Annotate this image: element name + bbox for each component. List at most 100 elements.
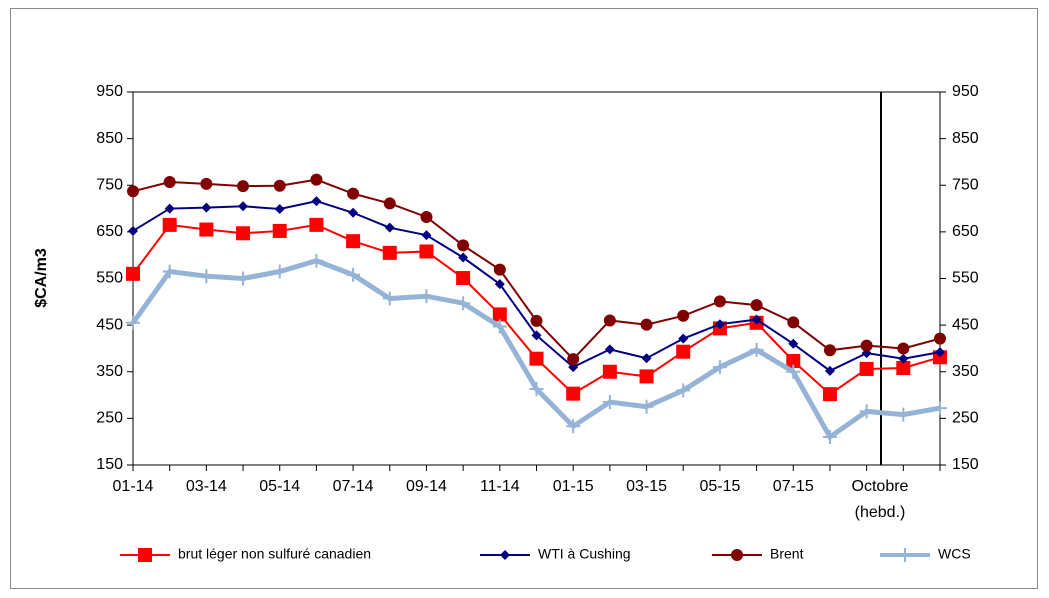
marker	[126, 315, 140, 330]
marker	[138, 548, 152, 562]
marker	[419, 244, 434, 259]
marker	[603, 314, 616, 327]
marker	[126, 266, 140, 281]
marker	[500, 550, 510, 560]
marker	[567, 353, 580, 366]
marker	[787, 316, 800, 329]
x-tick-label: 05-15	[699, 478, 740, 495]
marker	[346, 267, 361, 282]
marker	[602, 364, 617, 379]
marker	[566, 386, 581, 401]
marker	[492, 307, 507, 322]
marker	[934, 332, 946, 345]
x-tick-label: 01-15	[553, 478, 594, 495]
marker	[457, 239, 470, 252]
marker	[162, 264, 177, 279]
marker	[676, 383, 691, 398]
marker	[237, 180, 250, 193]
marker	[896, 407, 911, 422]
series-line	[130, 258, 941, 441]
y-axis-title: $CA/m3	[33, 248, 50, 308]
series-line	[132, 200, 941, 372]
marker	[788, 338, 799, 349]
x-tick-label: 03-14	[186, 478, 227, 495]
marker	[309, 217, 324, 232]
x-tick-label: 01-14	[113, 478, 154, 495]
marker	[310, 173, 323, 186]
marker	[731, 549, 743, 561]
y-tick-label: 450	[96, 316, 123, 333]
y-tick-label: 650	[96, 223, 123, 240]
marker	[163, 175, 176, 188]
marker	[236, 226, 251, 241]
marker	[749, 342, 764, 357]
y-tick-label: 150	[96, 456, 123, 473]
marker	[529, 351, 544, 366]
y-tick-label: 750	[96, 176, 123, 193]
marker	[384, 222, 395, 233]
marker	[236, 271, 251, 286]
marker	[639, 399, 654, 414]
marker	[382, 245, 397, 260]
marker	[712, 360, 727, 375]
y2-tick-label: 150	[952, 456, 979, 473]
x-tick-label: 09-14	[406, 478, 447, 495]
marker	[750, 299, 763, 312]
marker	[822, 387, 837, 402]
series-line	[132, 223, 941, 396]
marker	[272, 223, 287, 238]
marker	[824, 365, 835, 376]
marker	[238, 201, 249, 212]
weekly-label: Octobre	[852, 478, 909, 495]
marker	[935, 347, 945, 358]
marker	[383, 197, 396, 210]
marker	[346, 234, 361, 249]
y2-tick-label: 350	[952, 363, 979, 380]
marker	[311, 196, 322, 207]
series	[126, 253, 947, 445]
y2-tick-label: 650	[952, 223, 979, 240]
x-tick-label: 03-15	[626, 478, 667, 495]
marker	[456, 271, 471, 286]
marker	[676, 344, 691, 359]
marker	[896, 361, 911, 376]
y2-tick-label: 850	[952, 130, 979, 147]
marker	[458, 252, 469, 263]
marker	[859, 361, 874, 376]
y2-tick-label: 950	[952, 83, 979, 100]
marker	[677, 309, 690, 322]
x-tick-label: 07-15	[773, 478, 814, 495]
marker	[419, 289, 434, 304]
marker	[897, 342, 910, 355]
marker	[678, 333, 689, 344]
marker	[199, 269, 214, 284]
marker	[492, 319, 507, 334]
marker	[199, 222, 214, 237]
marker	[823, 344, 836, 357]
legend-label: Brent	[770, 546, 804, 562]
marker	[128, 225, 138, 236]
marker	[640, 318, 653, 331]
marker	[641, 353, 652, 364]
marker	[714, 319, 725, 330]
y2-tick-label: 750	[952, 176, 979, 193]
series	[127, 173, 946, 366]
marker	[272, 264, 287, 279]
marker	[602, 395, 617, 410]
weekly-label: (hebd.)	[855, 504, 906, 521]
marker	[127, 185, 139, 198]
x-tick-label: 11-14	[480, 478, 520, 495]
marker	[164, 203, 175, 214]
marker	[421, 230, 432, 241]
y-tick-label: 550	[96, 270, 123, 287]
marker	[822, 430, 837, 445]
x-tick-label: 05-14	[259, 478, 300, 495]
marker	[530, 314, 543, 327]
y2-tick-label: 250	[952, 410, 979, 427]
legend-label: WCS	[938, 546, 971, 562]
legend-label: brut léger non sulfuré canadien	[178, 546, 371, 562]
marker	[639, 369, 654, 384]
y-tick-label: 250	[96, 410, 123, 427]
marker	[274, 204, 285, 215]
